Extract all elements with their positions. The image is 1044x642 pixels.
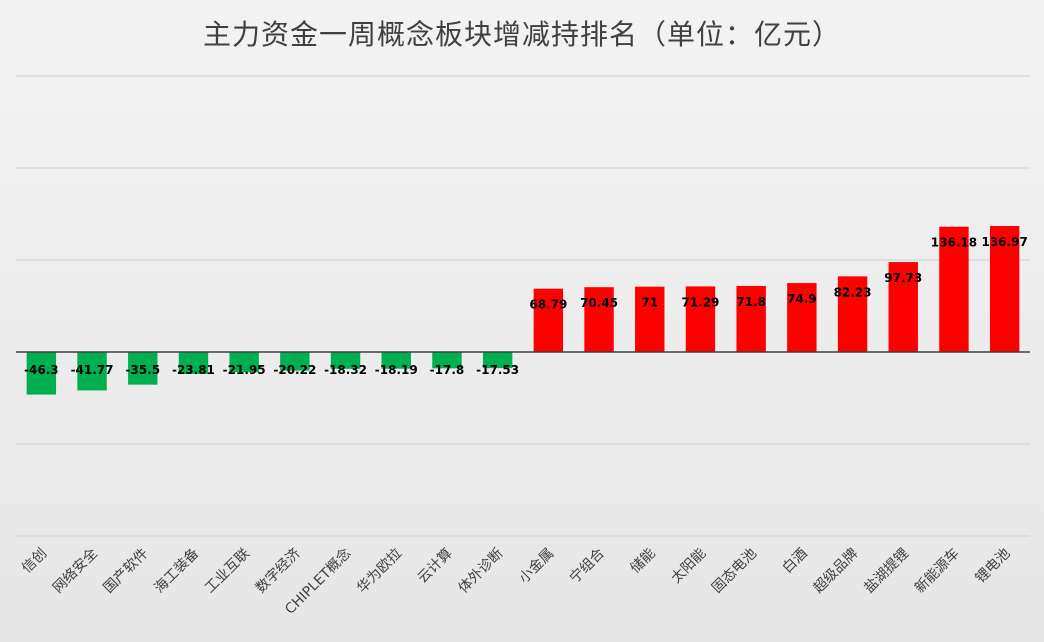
bar-固态电池 bbox=[736, 285, 766, 352]
bar-数字经济 bbox=[280, 352, 310, 371]
category-label: 宁组合 bbox=[566, 545, 608, 587]
category-label: 超级品牌 bbox=[810, 545, 862, 597]
data-label: -46.3 bbox=[24, 363, 59, 377]
category-label: 锂电池 bbox=[972, 546, 1013, 587]
category-label: 新能源车 bbox=[911, 545, 963, 597]
data-label: -20.22 bbox=[273, 363, 316, 377]
data-label: -17.53 bbox=[476, 363, 519, 377]
category-label: 华为欧拉 bbox=[354, 546, 405, 597]
data-label: -41.77 bbox=[71, 363, 114, 377]
bar-信创 bbox=[26, 352, 57, 395]
category-label: 国产软件 bbox=[101, 546, 152, 597]
data-label: -18.32 bbox=[324, 363, 367, 377]
data-label: 74.9 bbox=[787, 292, 817, 306]
gridlines bbox=[16, 75, 1030, 537]
bar-新能源车 bbox=[939, 226, 969, 352]
category-label: 小金属 bbox=[516, 546, 557, 587]
bars bbox=[26, 225, 1020, 395]
data-label: -35.5 bbox=[125, 363, 160, 377]
bar-体外诊断 bbox=[482, 352, 513, 369]
chart-title: 主力资金一周概念板块增减持排名（单位：亿元） bbox=[203, 18, 841, 51]
bar-小金属 bbox=[533, 288, 564, 352]
category-label: 白酒 bbox=[780, 546, 811, 577]
data-label: 70.45 bbox=[580, 296, 618, 310]
data-label: -21.95 bbox=[223, 363, 266, 377]
data-label: 136.18 bbox=[931, 236, 977, 250]
category-label: 盐湖提锂 bbox=[861, 546, 912, 597]
bar-云计算 bbox=[432, 352, 462, 369]
data-label: 71.29 bbox=[681, 295, 719, 309]
data-label: -17.8 bbox=[430, 363, 465, 377]
bar-工业互联 bbox=[229, 352, 259, 373]
category-label: 海工装备 bbox=[151, 545, 203, 597]
bar-海工装备 bbox=[178, 352, 209, 374]
data-label: 68.79 bbox=[529, 298, 567, 312]
bar-网络安全 bbox=[77, 352, 107, 391]
data-label: 82.23 bbox=[834, 285, 872, 299]
bar-储能 bbox=[635, 286, 665, 352]
bar-盐湖提锂 bbox=[888, 262, 918, 352]
category-label: 信创 bbox=[19, 546, 50, 577]
bar-太阳能 bbox=[685, 286, 716, 352]
category-label: 数字经济 bbox=[253, 546, 304, 597]
bar-白酒 bbox=[787, 283, 817, 352]
category-label: 网络安全 bbox=[49, 545, 101, 597]
category-label: 固态电池 bbox=[709, 546, 760, 597]
bar-宁组合 bbox=[584, 287, 614, 352]
data-label: 71.8 bbox=[736, 295, 766, 309]
category-label: 太阳能 bbox=[668, 546, 709, 587]
data-label: 71 bbox=[641, 296, 658, 310]
bar-锂电池 bbox=[989, 225, 1020, 352]
data-label: -18.19 bbox=[375, 363, 418, 377]
bar-CHIPLET概念 bbox=[330, 352, 361, 369]
category-label: 工业互联 bbox=[202, 546, 253, 597]
data-label: 136.97 bbox=[981, 235, 1027, 249]
bar-国产软件 bbox=[128, 352, 158, 385]
category-label: 云计算 bbox=[415, 546, 456, 587]
bar-华为欧拉 bbox=[381, 352, 411, 369]
bar-超级品牌 bbox=[837, 276, 868, 352]
data-labels: -46.3 -41.77 -35.5 -23.81 -21.95 -20.22 -18.32… bbox=[24, 235, 1028, 377]
category-label: 储能 bbox=[627, 546, 658, 577]
data-label: -23.81 bbox=[172, 363, 215, 377]
data-label: 97.73 bbox=[884, 271, 922, 285]
category-label: 体外诊断 bbox=[456, 546, 507, 597]
